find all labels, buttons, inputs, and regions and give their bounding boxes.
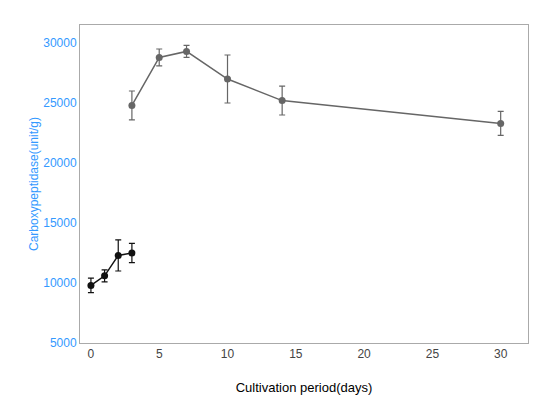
- svg-text:5: 5: [156, 347, 163, 361]
- svg-text:5000: 5000: [50, 336, 77, 350]
- svg-text:10000: 10000: [43, 276, 77, 290]
- svg-text:20: 20: [357, 347, 371, 361]
- svg-text:25: 25: [426, 347, 440, 361]
- svg-text:30: 30: [494, 347, 508, 361]
- svg-text:20000: 20000: [43, 156, 77, 170]
- svg-text:15: 15: [289, 347, 303, 361]
- svg-text:15000: 15000: [43, 216, 77, 230]
- svg-text:25000: 25000: [43, 96, 77, 110]
- svg-text:Carboxypeptidase(unit/g): Carboxypeptidase(unit/g): [27, 117, 41, 251]
- svg-text:10: 10: [221, 347, 235, 361]
- svg-text:30000: 30000: [43, 36, 77, 50]
- svg-text:0: 0: [88, 347, 95, 361]
- svg-text:Cultivation period(days): Cultivation period(days): [236, 380, 373, 395]
